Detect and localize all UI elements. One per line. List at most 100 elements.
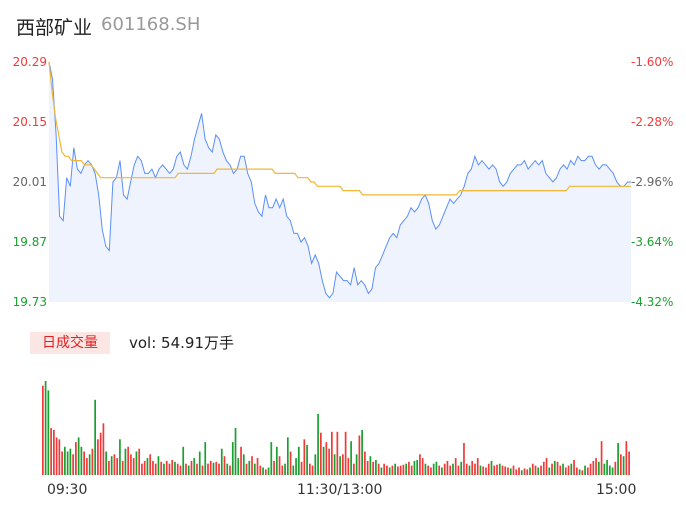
volume-bar [278,456,281,475]
volume-bar [138,448,141,475]
volume-bar [55,437,58,475]
volume-bar [300,461,303,475]
volume-bar [471,460,474,475]
volume-bar [419,454,421,475]
volume-bar [460,461,463,475]
volume-bar [614,461,617,475]
volume-bar [163,463,165,475]
volume-bar [581,470,584,475]
volume-bar [204,442,207,475]
volume-bar [58,439,61,475]
volume-bar [248,460,251,475]
volume-bar [44,381,47,475]
volume-bar [548,467,551,475]
volume-bar [586,467,589,475]
volume-bar [289,451,292,475]
volume-bar [394,463,397,475]
volume-bar [545,458,548,475]
volume-bar [595,458,597,475]
volume-bar [245,463,248,475]
volume-bar [135,451,138,475]
volume-bar [402,464,405,475]
volume-bar [218,463,220,475]
volume-bar [47,390,50,475]
volume-bar [611,467,614,475]
volume-bar [262,467,264,475]
volume-bar [116,458,119,475]
y-left-tick-4: 19.73 [12,295,47,309]
volume-bar [88,454,91,475]
volume-bar [196,463,198,475]
volume-bar [457,465,460,475]
volume-bar [297,446,300,475]
volume-bar [306,444,308,475]
price-area [49,62,631,302]
volume-bar [237,458,240,475]
volume-bar [468,465,471,475]
volume-bar [119,439,121,475]
volume-bar [454,458,457,475]
volume-bar [256,458,259,475]
x-tick-open: 09:30 [47,482,88,498]
y-left-tick-3: 19.87 [12,235,47,249]
volume-bar [215,461,218,475]
volume-bar [319,432,322,475]
volume-bar [617,443,619,475]
volume-bar [42,385,44,475]
volume-bar [482,466,485,475]
volume-bar [83,451,85,475]
volume-bar [589,463,592,475]
volume-bar [212,462,215,475]
volume-bar [570,463,573,475]
volume-bar [529,467,531,475]
volume-bar [498,463,501,475]
volume-bar [479,465,482,475]
volume-bar [311,465,314,475]
volume-bar [198,451,201,475]
volume-bar [564,467,567,475]
volume-bar [86,458,88,475]
volume-bar [562,463,564,475]
volume-bar [413,460,416,475]
volume-bar [372,461,374,475]
volume-bar [410,465,413,475]
volume-bar [253,463,256,475]
volume-bar [113,454,116,475]
volume-bar [487,463,490,475]
volume-bar [91,448,94,475]
volume-bar [61,451,63,475]
volume-bar [463,443,465,475]
volume-bar [347,458,350,475]
volume-bar [584,465,586,475]
volume-bar [157,456,160,475]
volume-bar [578,469,581,475]
volume-bar [121,460,124,475]
volume-bar [314,454,317,475]
volume-bar [270,442,273,475]
volume-bar [152,460,154,475]
volume-bar [251,456,253,475]
average-price-line [48,61,631,196]
volume-bar [474,463,476,475]
volume-bar [375,460,377,475]
volume-bar [209,460,212,475]
volume-bar [229,465,231,475]
volume-bar [110,456,113,475]
volume-bar [512,465,515,475]
volume-bar [171,460,174,475]
volume-bar [625,441,628,475]
volume-bar [449,465,452,475]
volume-bar [94,399,96,475]
volume-bar [430,467,432,475]
volume-bar [190,460,193,475]
volume-bar [355,454,358,475]
volume-bar [523,468,526,475]
volume-bar [50,428,52,475]
volume-bar [127,446,130,475]
y-right-tick-0: -1.60% [631,55,674,69]
volume-bar [149,454,152,475]
volume-bar [179,465,182,475]
volume-bar [507,467,509,475]
volume-bar [234,428,237,475]
